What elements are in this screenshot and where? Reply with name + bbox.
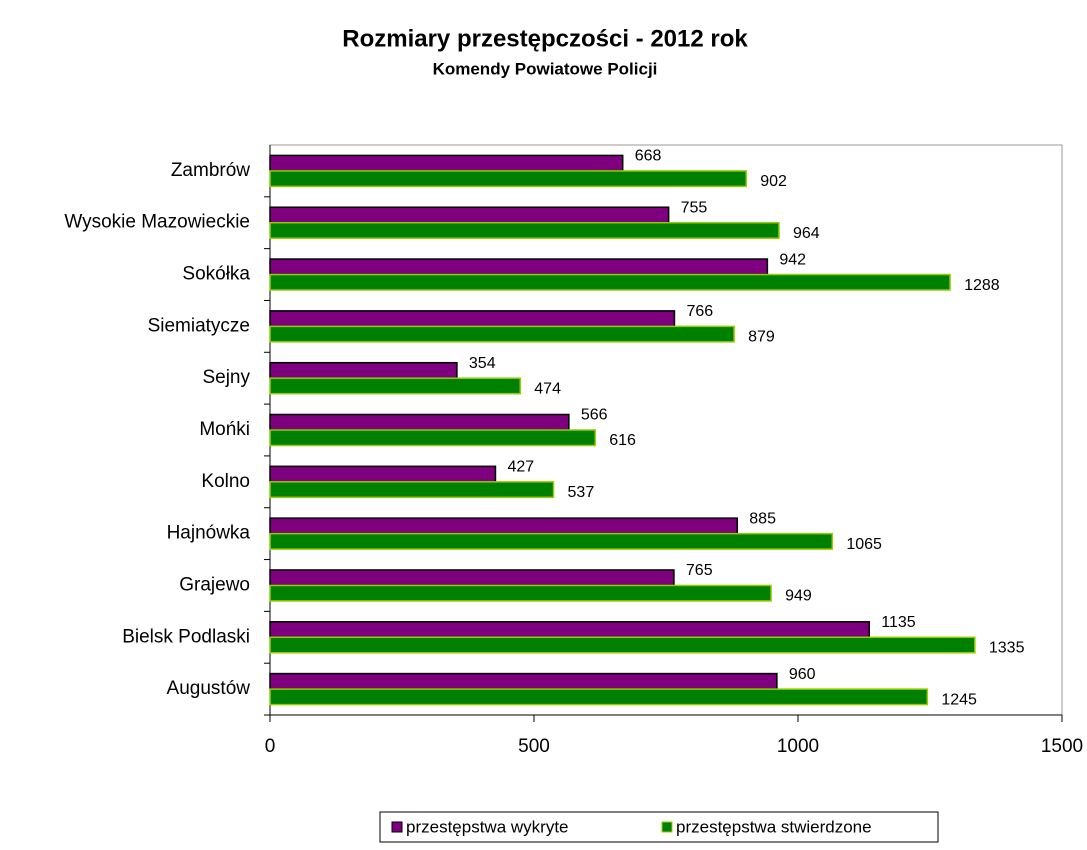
bar [269,465,497,483]
value-label: 755 [681,199,708,216]
value-label: 885 [749,510,776,527]
bar [269,273,951,291]
legend-swatch [661,821,673,833]
y-tick-label: Grajewo [179,574,250,595]
value-label: 1245 [941,691,977,708]
value-label: 1288 [964,277,1000,294]
value-label: 1335 [989,639,1025,656]
bar [269,377,522,395]
bar [269,621,871,639]
bar [269,584,772,602]
bar [269,532,834,550]
bar [269,481,555,499]
y-tick-label: Wysokie Mazowieckie [64,212,250,233]
value-label: 942 [779,251,806,268]
legend-label: przestępstwa wykryte [406,817,569,836]
y-tick-label: Kolno [201,471,250,492]
x-tick-label: 1500 [1041,736,1083,757]
bar [269,688,929,706]
value-label: 902 [760,173,787,190]
bar [269,672,778,690]
legend-label: przestępstwa stwierdzone [676,817,872,836]
bar [269,206,670,224]
value-label: 960 [789,666,816,683]
legend-swatch [391,821,403,833]
value-label: 566 [581,407,608,424]
y-tick-label: Mońki [199,419,250,440]
y-tick-label: Augustów [167,678,251,699]
bar [269,429,596,447]
chart-subtitle: Komendy Powiatowe Policji [433,59,658,78]
bar [269,413,570,431]
bar [269,170,748,188]
x-tick-label: 1000 [777,736,819,757]
bar [269,154,624,172]
x-tick-label: 0 [265,736,276,757]
y-tick-label: Sokółka [182,264,250,285]
value-label: 879 [748,329,775,346]
y-tick-label: Siemiatycze [148,315,250,336]
value-label: 354 [469,355,496,372]
value-label: 427 [507,459,534,476]
bar [269,221,780,239]
y-tick-label: Zambrów [171,160,250,181]
value-label: 1065 [846,536,882,553]
value-label: 765 [686,562,713,579]
y-tick-label: Sejny [202,367,250,388]
bar [269,517,739,535]
value-label: 616 [609,432,636,449]
bar [269,258,769,276]
bar [269,361,458,379]
chart-title: Rozmiary przestępczości - 2012 rok [342,25,748,52]
value-label: 949 [785,588,812,605]
bar [269,569,675,587]
bar [269,325,735,343]
value-label: 766 [686,303,713,320]
value-label: 668 [635,148,662,165]
value-label: 537 [568,484,595,501]
bar [269,310,676,328]
value-label: 1135 [881,614,916,631]
y-tick-label: Hajnówka [167,523,251,544]
bar [269,636,976,654]
x-tick-label: 500 [518,736,550,757]
value-label: 964 [793,225,820,242]
y-tick-label: Bielsk Podlaski [122,626,250,647]
legend-box [379,811,939,843]
value-label: 474 [534,380,561,397]
